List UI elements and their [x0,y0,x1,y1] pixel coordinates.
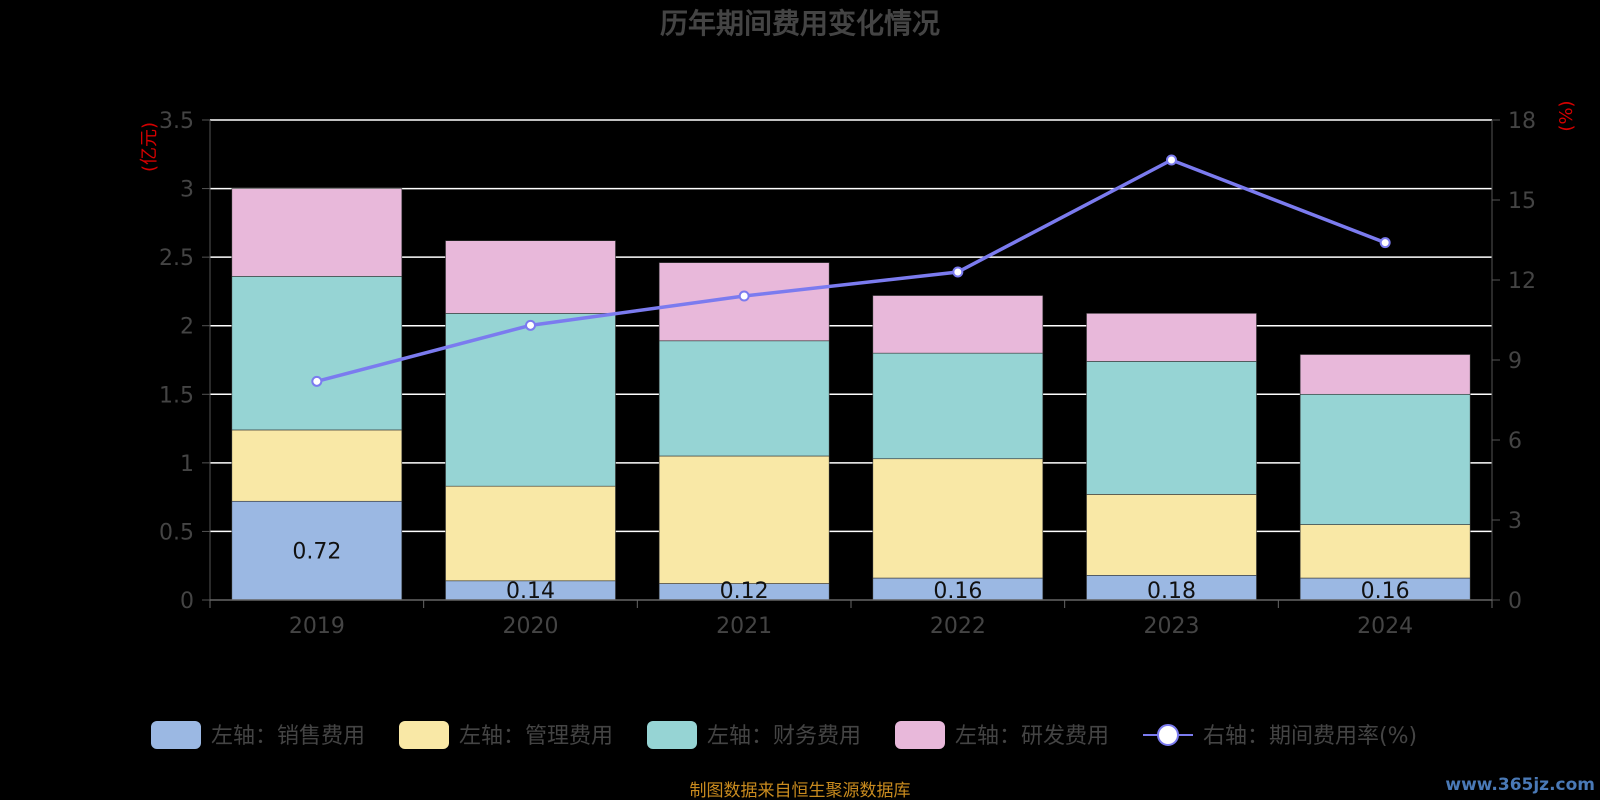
rate-point [1166,154,1177,166]
left-axis-tick-label: 2 [180,315,194,340]
data-label: 0.72 [292,540,341,565]
legend: 左轴：销售费用 左轴：管理费用 左轴：财务费用 左轴：研发费用 右轴：期间费用率(%) [151,721,1417,749]
bar-sales [1086,575,1257,601]
rate-point [311,375,323,387]
data-label: 0.16 [933,579,982,604]
right-axis-tick-label: 12 [1508,269,1536,294]
bar-admin [872,458,1044,579]
right-axis-tick-label: 6 [1508,429,1522,454]
legend-label: 左轴：管理费用 [459,724,613,749]
bar-finance [231,276,403,431]
legend-label: 左轴：研发费用 [955,724,1109,749]
axes: 0 0.5 1 1.5 2 2.5 3 3.5 0 3 6 9 12 15 18 2019 2020 2021 20… [159,109,1536,639]
left-axis-tick-label: 1 [180,452,194,477]
left-axis-tick-label: 2.5 [159,246,194,271]
right-axis-unit: (%) [1556,100,1577,131]
legend-swatch-marker [1157,724,1179,746]
bar-rd [1299,354,1471,395]
chart-title: 历年期间费用变化情况 [660,7,940,40]
data-label: 0.16 [1361,579,1410,604]
x-axis-tick-label: 2019 [289,614,345,639]
bar-finance [658,340,830,457]
grid-lines [210,119,1492,533]
data-source-note: 制图数据来自恒生聚源数据库 [690,781,911,800]
x-axis-tick-label: 2021 [716,614,772,639]
right-axis-tick-label: 3 [1508,509,1522,534]
data-label: 0.14 [506,579,555,604]
rate-point [738,290,750,302]
left-axis-tick-label: 0 [180,589,194,614]
right-axis-tick-label: 9 [1508,349,1522,374]
x-axis-tick-label: 2023 [1144,614,1200,639]
legend-swatch-finance [647,721,697,749]
bar-finance [1299,393,1471,525]
bar-finance [445,313,616,487]
bar-rd [1086,313,1257,362]
legend-label: 左轴：销售费用 [211,724,365,749]
right-axis-tick-label: 18 [1508,109,1536,134]
left-axis-tick-label: 1.5 [159,383,194,408]
bar-rd [872,295,1044,354]
bar-admin [1086,494,1257,576]
bar-finance [872,352,1044,460]
rate-line-series [311,154,1391,387]
bar-admin [1299,524,1471,579]
left-axis-tick-label: 3 [180,178,194,203]
legend-label: 右轴：期间费用率(%) [1203,724,1417,749]
bar-rd [445,240,616,314]
rate-point [952,266,964,278]
legend-swatch-rd [895,721,945,749]
watermark: www.365jz.com [1445,775,1595,795]
rate-point [1379,237,1391,249]
legend-label: 左轴：财务费用 [707,724,861,749]
legend-swatch-sales [151,721,201,749]
x-axis-tick-label: 2020 [503,614,559,639]
right-axis-tick-label: 0 [1508,589,1522,614]
bar-admin [658,455,830,584]
rate-line [316,158,1386,384]
bar-admin [231,429,403,502]
bar-series [231,188,1471,601]
x-axis-tick-label: 2024 [1357,614,1413,639]
right-axis-tick-label: 15 [1508,189,1536,214]
legend-swatch-admin [399,721,449,749]
data-label: 0.18 [1147,579,1196,604]
data-labels: 0.72 0.14 0.12 0.16 0.18 0.16 [292,540,1409,604]
bar-rd [658,262,830,342]
bar-finance [1086,361,1257,495]
data-label: 0.12 [720,579,769,604]
left-axis-tick-label: 3.5 [159,109,194,134]
left-axis-unit: (亿元) [139,122,160,172]
bar-rd [231,188,403,277]
left-axis-tick-label: 0.5 [159,520,194,545]
x-axis-tick-label: 2022 [930,614,986,639]
bar-admin [445,485,616,582]
rate-point [525,319,536,331]
